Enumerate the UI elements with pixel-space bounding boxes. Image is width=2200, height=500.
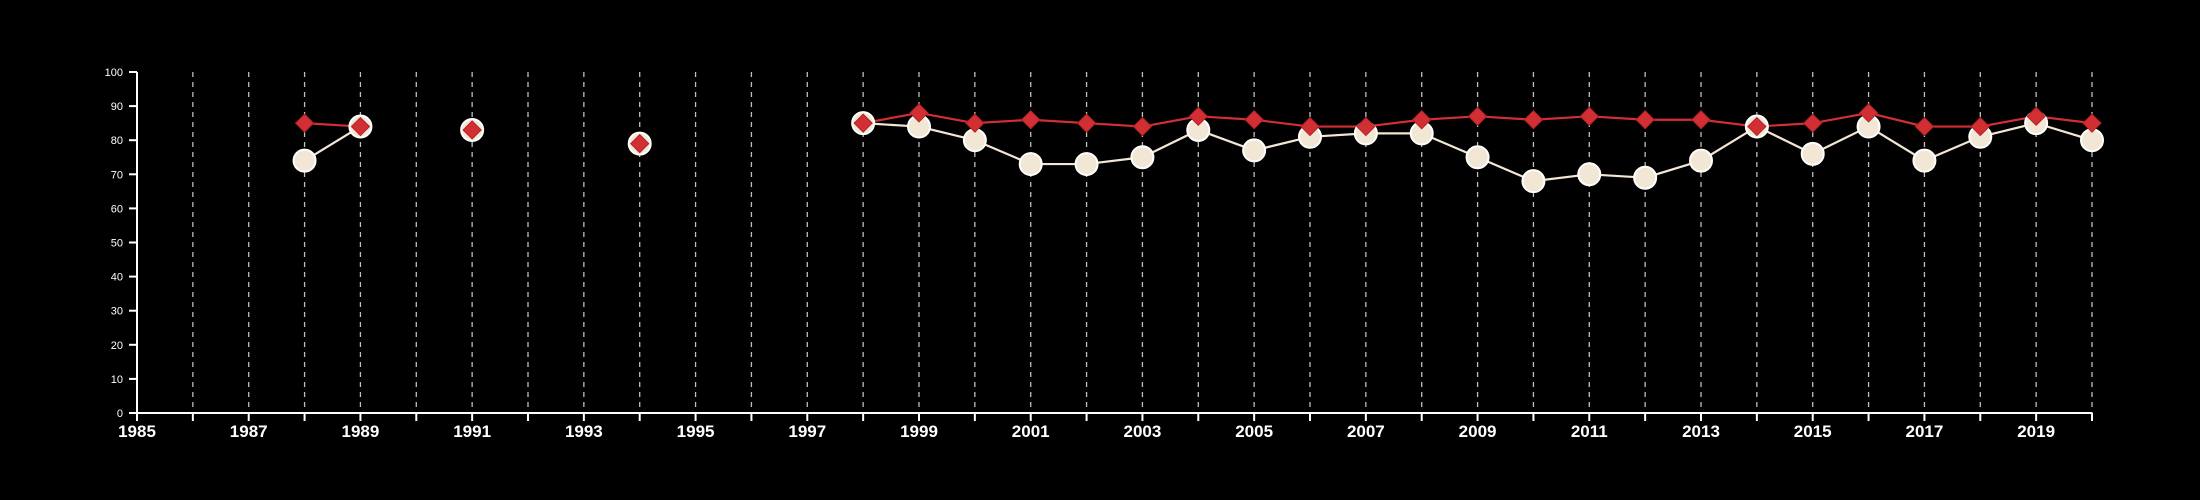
grid-lines: [192, 72, 2093, 413]
diamond-marker: [1970, 116, 1990, 137]
diamond-marker: [462, 120, 482, 140]
y-tick-label: 0: [117, 408, 123, 420]
diamond-marker: [2026, 106, 2046, 127]
circle-marker: [1633, 165, 1658, 190]
diamond-marker: [294, 113, 315, 133]
y-tick-label: 30: [111, 306, 123, 318]
y-tick-label: 50: [111, 238, 123, 250]
series-markers: [292, 103, 2104, 194]
y-tick-label: 20: [111, 340, 123, 352]
diamond-marker: [1188, 106, 1208, 127]
diamond-marker: [350, 116, 371, 137]
circle-marker: [1521, 169, 1546, 194]
x-tick-label: 1997: [788, 422, 826, 441]
x-tick-label: 1987: [230, 422, 268, 441]
x-tick-label: 1991: [453, 422, 491, 441]
diamond-marker: [965, 113, 985, 133]
x-tick-label: 1985: [118, 422, 156, 441]
diamond-marker: [1244, 110, 1264, 130]
axes: 0 10 20 30 40 50 60 70 80 90 100 1985 1987 1989 1991 19…: [105, 67, 2093, 441]
diamond-marker: [1747, 116, 1767, 137]
diamond-marker: [1858, 103, 1879, 123]
x-tick-label: 1999: [900, 422, 938, 441]
y-tick-label: 10: [111, 374, 123, 386]
y-tick-label: 80: [111, 135, 123, 147]
diamond-marker: [1132, 116, 1153, 137]
circle-marker: [1465, 145, 1490, 170]
circle-marker: [1689, 148, 1713, 173]
x-tick-label: 2013: [1682, 422, 1720, 441]
y-tick-label: 60: [111, 203, 123, 215]
x-tick-label: 1995: [677, 422, 715, 441]
circle-marker: [1800, 141, 1825, 166]
diamond-marker: [2082, 113, 2102, 133]
circle-marker: [1018, 152, 1043, 177]
y-tick-label: 70: [111, 169, 123, 181]
diamond-marker: [1523, 110, 1544, 130]
x-tick-label: 2015: [1794, 422, 1832, 441]
circle-marker: [292, 148, 317, 173]
diamond-marker: [1021, 110, 1041, 130]
diamond-marker: [1691, 110, 1711, 130]
x-tick-label: 2019: [2017, 422, 2055, 441]
diamond-marker: [1356, 116, 1376, 137]
x-tick-label: 2003: [1124, 422, 1162, 441]
diamond-marker: [1076, 113, 1097, 133]
diamond-marker: [1300, 116, 1320, 137]
diamond-marker: [1412, 110, 1432, 130]
y-tick-label: 100: [105, 67, 123, 79]
y-tick-label: 90: [111, 101, 123, 113]
x-tick-label: 2001: [1012, 422, 1050, 441]
diamond-marker: [909, 103, 929, 123]
circle-marker: [1912, 148, 1937, 173]
y-tick-label: 40: [111, 272, 123, 284]
diamond-marker: [1579, 106, 1599, 127]
x-tick-label: 1993: [565, 422, 603, 441]
diamond-marker: [853, 113, 873, 133]
circle-marker: [1242, 138, 1267, 163]
diamond-marker: [1914, 116, 1935, 137]
x-tick-label: 2009: [1459, 422, 1497, 441]
diamond-marker: [1467, 106, 1488, 127]
diamond-marker: [630, 133, 650, 154]
x-tick-label: 2017: [1906, 422, 1944, 441]
x-tick-label: 2007: [1347, 422, 1385, 441]
diamond-marker: [1635, 110, 1655, 130]
diamond-marker: [1803, 113, 1823, 133]
x-tick-label: 2011: [1571, 422, 1608, 441]
circle-marker: [1074, 152, 1099, 177]
circle-marker: [1130, 145, 1155, 170]
circle-marker: [1577, 162, 1602, 187]
x-tick-label: 1989: [342, 422, 380, 441]
x-tick-label: 2005: [1235, 422, 1273, 441]
